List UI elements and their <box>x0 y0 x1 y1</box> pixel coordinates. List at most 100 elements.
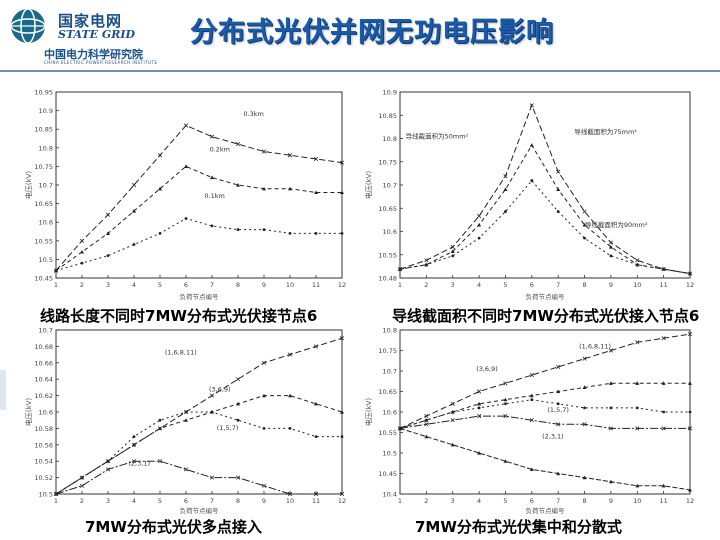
x-axis-label: 负荷节点编号 <box>180 506 220 515</box>
data-point <box>262 186 266 191</box>
y-tick-label: 10.6 <box>39 219 53 227</box>
series-line <box>399 415 690 429</box>
data-point <box>158 231 162 235</box>
data-point <box>556 422 561 427</box>
data-point <box>236 183 240 187</box>
data-point <box>79 483 85 488</box>
data-point <box>398 426 402 430</box>
data-point <box>339 336 345 341</box>
caption-4: 7MW分布式光伏集中和分散式 <box>415 518 622 536</box>
data-point <box>583 406 586 410</box>
y-tick-label: 10.7 <box>383 182 397 190</box>
series-line <box>55 217 342 272</box>
data-point <box>53 491 59 497</box>
series-label: (2,3,1) <box>542 433 564 441</box>
page-title: 分布式光伏并网无功电压影响 <box>190 17 554 48</box>
data-point <box>287 491 293 497</box>
x-tick-label: 12 <box>338 281 346 289</box>
x-tick-label: 9 <box>609 281 613 289</box>
data-point <box>184 418 188 422</box>
data-point <box>582 385 587 389</box>
x-tick-label: 7 <box>210 281 214 289</box>
plot-area <box>399 91 691 279</box>
data-point <box>424 434 429 439</box>
y-tick-label: 10.5 <box>383 450 397 458</box>
data-point <box>688 381 692 385</box>
data-point <box>287 153 293 158</box>
data-point <box>236 228 240 232</box>
data-point <box>661 381 666 385</box>
y-tick-label: 10.66 <box>34 359 53 367</box>
data-point <box>688 272 692 275</box>
data-point <box>609 406 613 410</box>
x-tick-label: 4 <box>132 497 136 505</box>
x-tick-label: 12 <box>686 497 694 505</box>
series-line <box>55 165 342 271</box>
y-tick-label: 10.68 <box>34 343 53 351</box>
x-tick-label: 3 <box>106 497 110 505</box>
y-tick-label: 10.5 <box>39 491 53 499</box>
data-point <box>477 406 481 410</box>
data-point <box>529 143 534 147</box>
data-point <box>635 426 640 431</box>
data-point <box>661 483 666 488</box>
data-point <box>450 244 455 250</box>
data-point <box>477 451 482 455</box>
x-tick-label: 3 <box>451 281 455 289</box>
data-point <box>635 340 640 345</box>
data-point <box>262 393 266 398</box>
y-tick-label: 10.7 <box>383 368 397 376</box>
series-line <box>399 144 691 275</box>
x-tick-label: 1 <box>398 281 402 289</box>
y-tick-label: 10.58 <box>34 425 53 433</box>
data-point <box>398 267 402 271</box>
x-tick-label: 10 <box>286 281 294 289</box>
series-label: 0.1km <box>204 192 224 200</box>
data-point <box>662 410 666 414</box>
series-line <box>55 460 342 495</box>
data-point <box>661 426 666 431</box>
data-point <box>80 476 84 479</box>
data-point <box>608 426 613 431</box>
data-point <box>477 401 482 406</box>
data-point <box>183 123 189 128</box>
data-point <box>131 182 137 188</box>
data-point <box>106 459 110 463</box>
data-point <box>424 263 428 267</box>
chart-panel-2: 10.48 10.55 10.6 10.65 10.7 10.75 10.8 10.85 10.… <box>362 84 702 304</box>
x-tick-label: 8 <box>582 497 586 505</box>
data-point <box>688 410 692 414</box>
x-tick-label: 4 <box>477 281 481 289</box>
data-point <box>529 418 534 423</box>
data-point <box>529 467 534 471</box>
data-point <box>184 217 188 220</box>
logo-en: STATE GRID <box>58 28 136 41</box>
data-point <box>288 231 292 235</box>
data-point <box>635 483 640 488</box>
y-tick-label: 10.95 <box>34 89 53 97</box>
data-point <box>158 186 162 191</box>
data-point <box>235 141 241 147</box>
data-point <box>157 153 163 158</box>
y-tick-label: 10.54 <box>34 458 53 466</box>
y-tick-label: 10.7 <box>39 182 53 190</box>
data-point <box>209 393 215 398</box>
data-point <box>582 209 587 214</box>
series-line <box>399 427 691 491</box>
x-tick-label: 2 <box>424 281 428 289</box>
state-grid-logo: 国家电网 STATE GRID 中国电力科学研究院 CHINA ELECTRIC… <box>8 4 198 66</box>
data-point <box>556 169 561 174</box>
data-point <box>80 261 84 265</box>
x-tick-label: 3 <box>106 281 110 289</box>
data-point <box>210 175 214 180</box>
data-point <box>635 381 640 385</box>
data-point <box>477 414 482 419</box>
data-point <box>582 422 587 427</box>
x-tick-label: 11 <box>659 281 667 289</box>
data-point <box>236 418 240 422</box>
y-tick-label: 10.65 <box>378 205 397 213</box>
y-tick-label: 10.8 <box>383 327 397 335</box>
x-tick-label: 1 <box>54 497 58 505</box>
data-point <box>450 442 455 447</box>
data-point <box>313 156 319 162</box>
